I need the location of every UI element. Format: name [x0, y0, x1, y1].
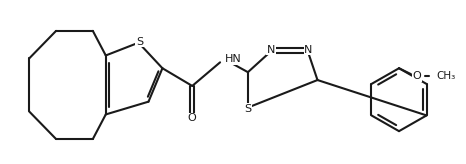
Text: N: N [304, 45, 313, 55]
Text: S: S [136, 37, 143, 47]
Text: O: O [412, 71, 421, 81]
Text: S: S [244, 103, 252, 113]
Text: N: N [267, 45, 275, 55]
Text: O: O [188, 113, 197, 123]
Text: CH₃: CH₃ [437, 71, 456, 81]
Text: HN: HN [225, 54, 242, 64]
